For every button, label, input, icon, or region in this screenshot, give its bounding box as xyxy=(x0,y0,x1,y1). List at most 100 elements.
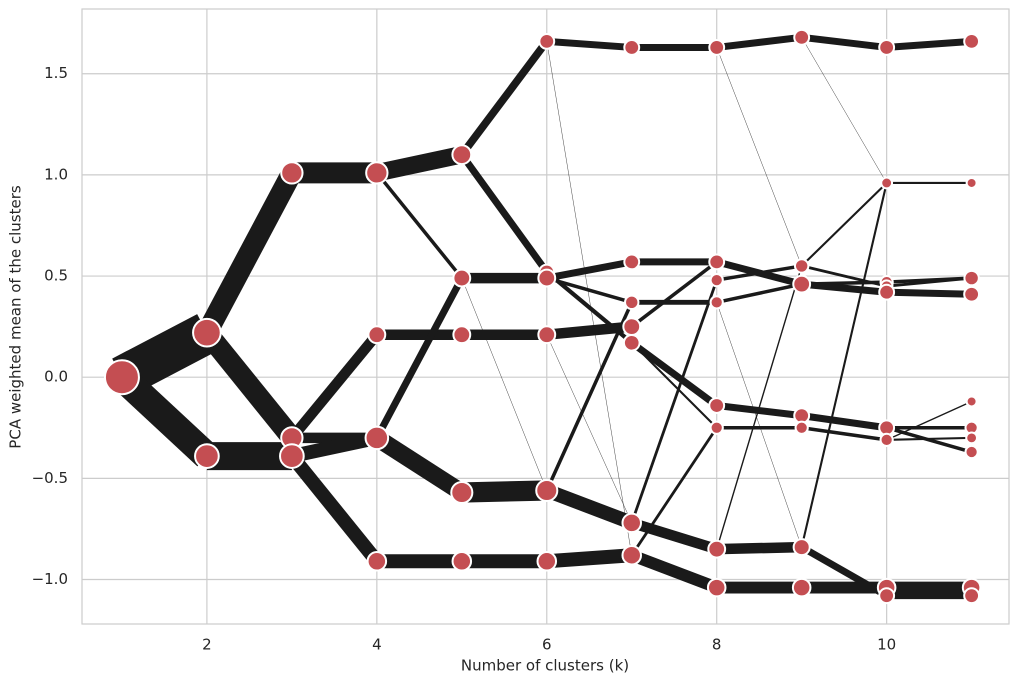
cluster-link xyxy=(630,342,718,429)
cluster-node xyxy=(624,294,640,311)
x-tick-label: 10 xyxy=(877,636,896,654)
cluster-link xyxy=(630,426,718,556)
cluster-node xyxy=(622,317,642,337)
cluster-node xyxy=(367,325,387,345)
nodes xyxy=(103,28,982,605)
cluster-node xyxy=(537,268,557,288)
cluster-node xyxy=(451,551,473,572)
cluster-node xyxy=(878,283,896,301)
x-tick-label: 8 xyxy=(712,636,722,654)
cluster-node xyxy=(538,32,556,50)
cluster-link xyxy=(800,182,888,548)
plot-frame xyxy=(81,8,1010,625)
cluster-link xyxy=(886,436,972,441)
cluster-link xyxy=(461,480,548,503)
cluster-link xyxy=(546,41,632,556)
cluster-node xyxy=(451,144,473,166)
x-tick-label: 4 xyxy=(372,636,382,654)
cluster-node xyxy=(880,176,894,190)
cluster-node xyxy=(194,443,220,469)
cluster-link xyxy=(546,548,633,569)
cluster-node xyxy=(793,258,810,274)
cluster-link xyxy=(372,430,467,500)
cluster-node xyxy=(192,317,222,348)
cluster-node xyxy=(792,274,812,294)
cluster-node xyxy=(280,161,304,185)
cluster-node xyxy=(792,538,811,557)
cluster-node xyxy=(878,587,896,605)
cluster-node xyxy=(622,333,641,352)
cluster-node xyxy=(965,431,979,445)
y-tick-label: 0.0 xyxy=(44,368,68,386)
cluster-link xyxy=(629,549,719,594)
cluster-node xyxy=(963,269,980,287)
cluster-node xyxy=(365,161,389,185)
cluster-link xyxy=(800,182,888,267)
links xyxy=(112,33,973,600)
cluster-link xyxy=(716,402,803,420)
cluster-link xyxy=(630,260,718,329)
cluster-node xyxy=(364,425,390,451)
cluster-node xyxy=(794,420,809,435)
cluster-node xyxy=(878,39,896,56)
cluster-node xyxy=(279,443,305,469)
cluster-node xyxy=(793,28,811,46)
cluster-node xyxy=(450,480,474,505)
cluster-node xyxy=(879,432,894,448)
cluster-node xyxy=(623,253,641,271)
cluster-link xyxy=(886,400,972,441)
y-tick-label: 1.5 xyxy=(44,64,68,82)
cluster-node xyxy=(709,420,724,435)
cluster-link xyxy=(716,47,802,266)
cluster-node xyxy=(623,39,641,56)
cluster-link xyxy=(546,334,632,523)
x-axis-label: Number of clusters (k) xyxy=(461,657,629,675)
cluster-link xyxy=(716,265,803,550)
y-tick-label: −1.0 xyxy=(32,570,68,588)
cluster-node xyxy=(535,478,559,503)
cluster-link xyxy=(375,171,464,280)
cluster-link xyxy=(716,264,802,282)
cluster-link xyxy=(546,258,633,282)
cluster-node xyxy=(963,32,981,50)
cluster-link xyxy=(630,279,719,524)
cluster-node xyxy=(452,325,472,345)
cluster-link xyxy=(461,277,547,491)
x-tick-label: 6 xyxy=(542,636,552,654)
cluster-node xyxy=(706,577,727,598)
cluster-link xyxy=(546,37,632,51)
cluster-node xyxy=(537,325,557,345)
cluster-link xyxy=(112,366,217,467)
cluster-node xyxy=(965,395,978,408)
cluster-node xyxy=(709,295,724,310)
cluster-link xyxy=(197,167,302,338)
cluster-node xyxy=(103,359,140,396)
cluster-link xyxy=(458,39,550,157)
y-tick-label: 0.5 xyxy=(44,267,68,285)
cluster-link xyxy=(716,541,802,555)
cluster-link xyxy=(801,412,888,432)
y-axis-label: PCA weighted mean of the clusters xyxy=(7,185,25,449)
cluster-link xyxy=(546,321,633,340)
cluster-link xyxy=(198,326,301,445)
cluster-node xyxy=(963,587,981,605)
cluster-link xyxy=(458,152,550,275)
cluster-link xyxy=(290,431,379,463)
cluster-node xyxy=(536,551,558,572)
cluster-link xyxy=(801,280,887,286)
cluster-link xyxy=(630,517,719,555)
y-tick-label: 1.0 xyxy=(44,165,68,183)
cluster-node xyxy=(708,253,726,271)
y-tick-label: −0.5 xyxy=(32,469,68,487)
cluster-link xyxy=(886,288,972,298)
cluster-link xyxy=(629,339,719,409)
x-tick-label: 2 xyxy=(202,636,212,654)
cluster-node xyxy=(965,177,978,189)
cluster-node xyxy=(707,539,727,559)
cluster-link xyxy=(287,331,381,442)
cluster-link xyxy=(545,301,634,492)
cluster-node xyxy=(963,285,981,303)
cluster-link xyxy=(716,302,802,548)
cluster-node xyxy=(366,551,388,572)
